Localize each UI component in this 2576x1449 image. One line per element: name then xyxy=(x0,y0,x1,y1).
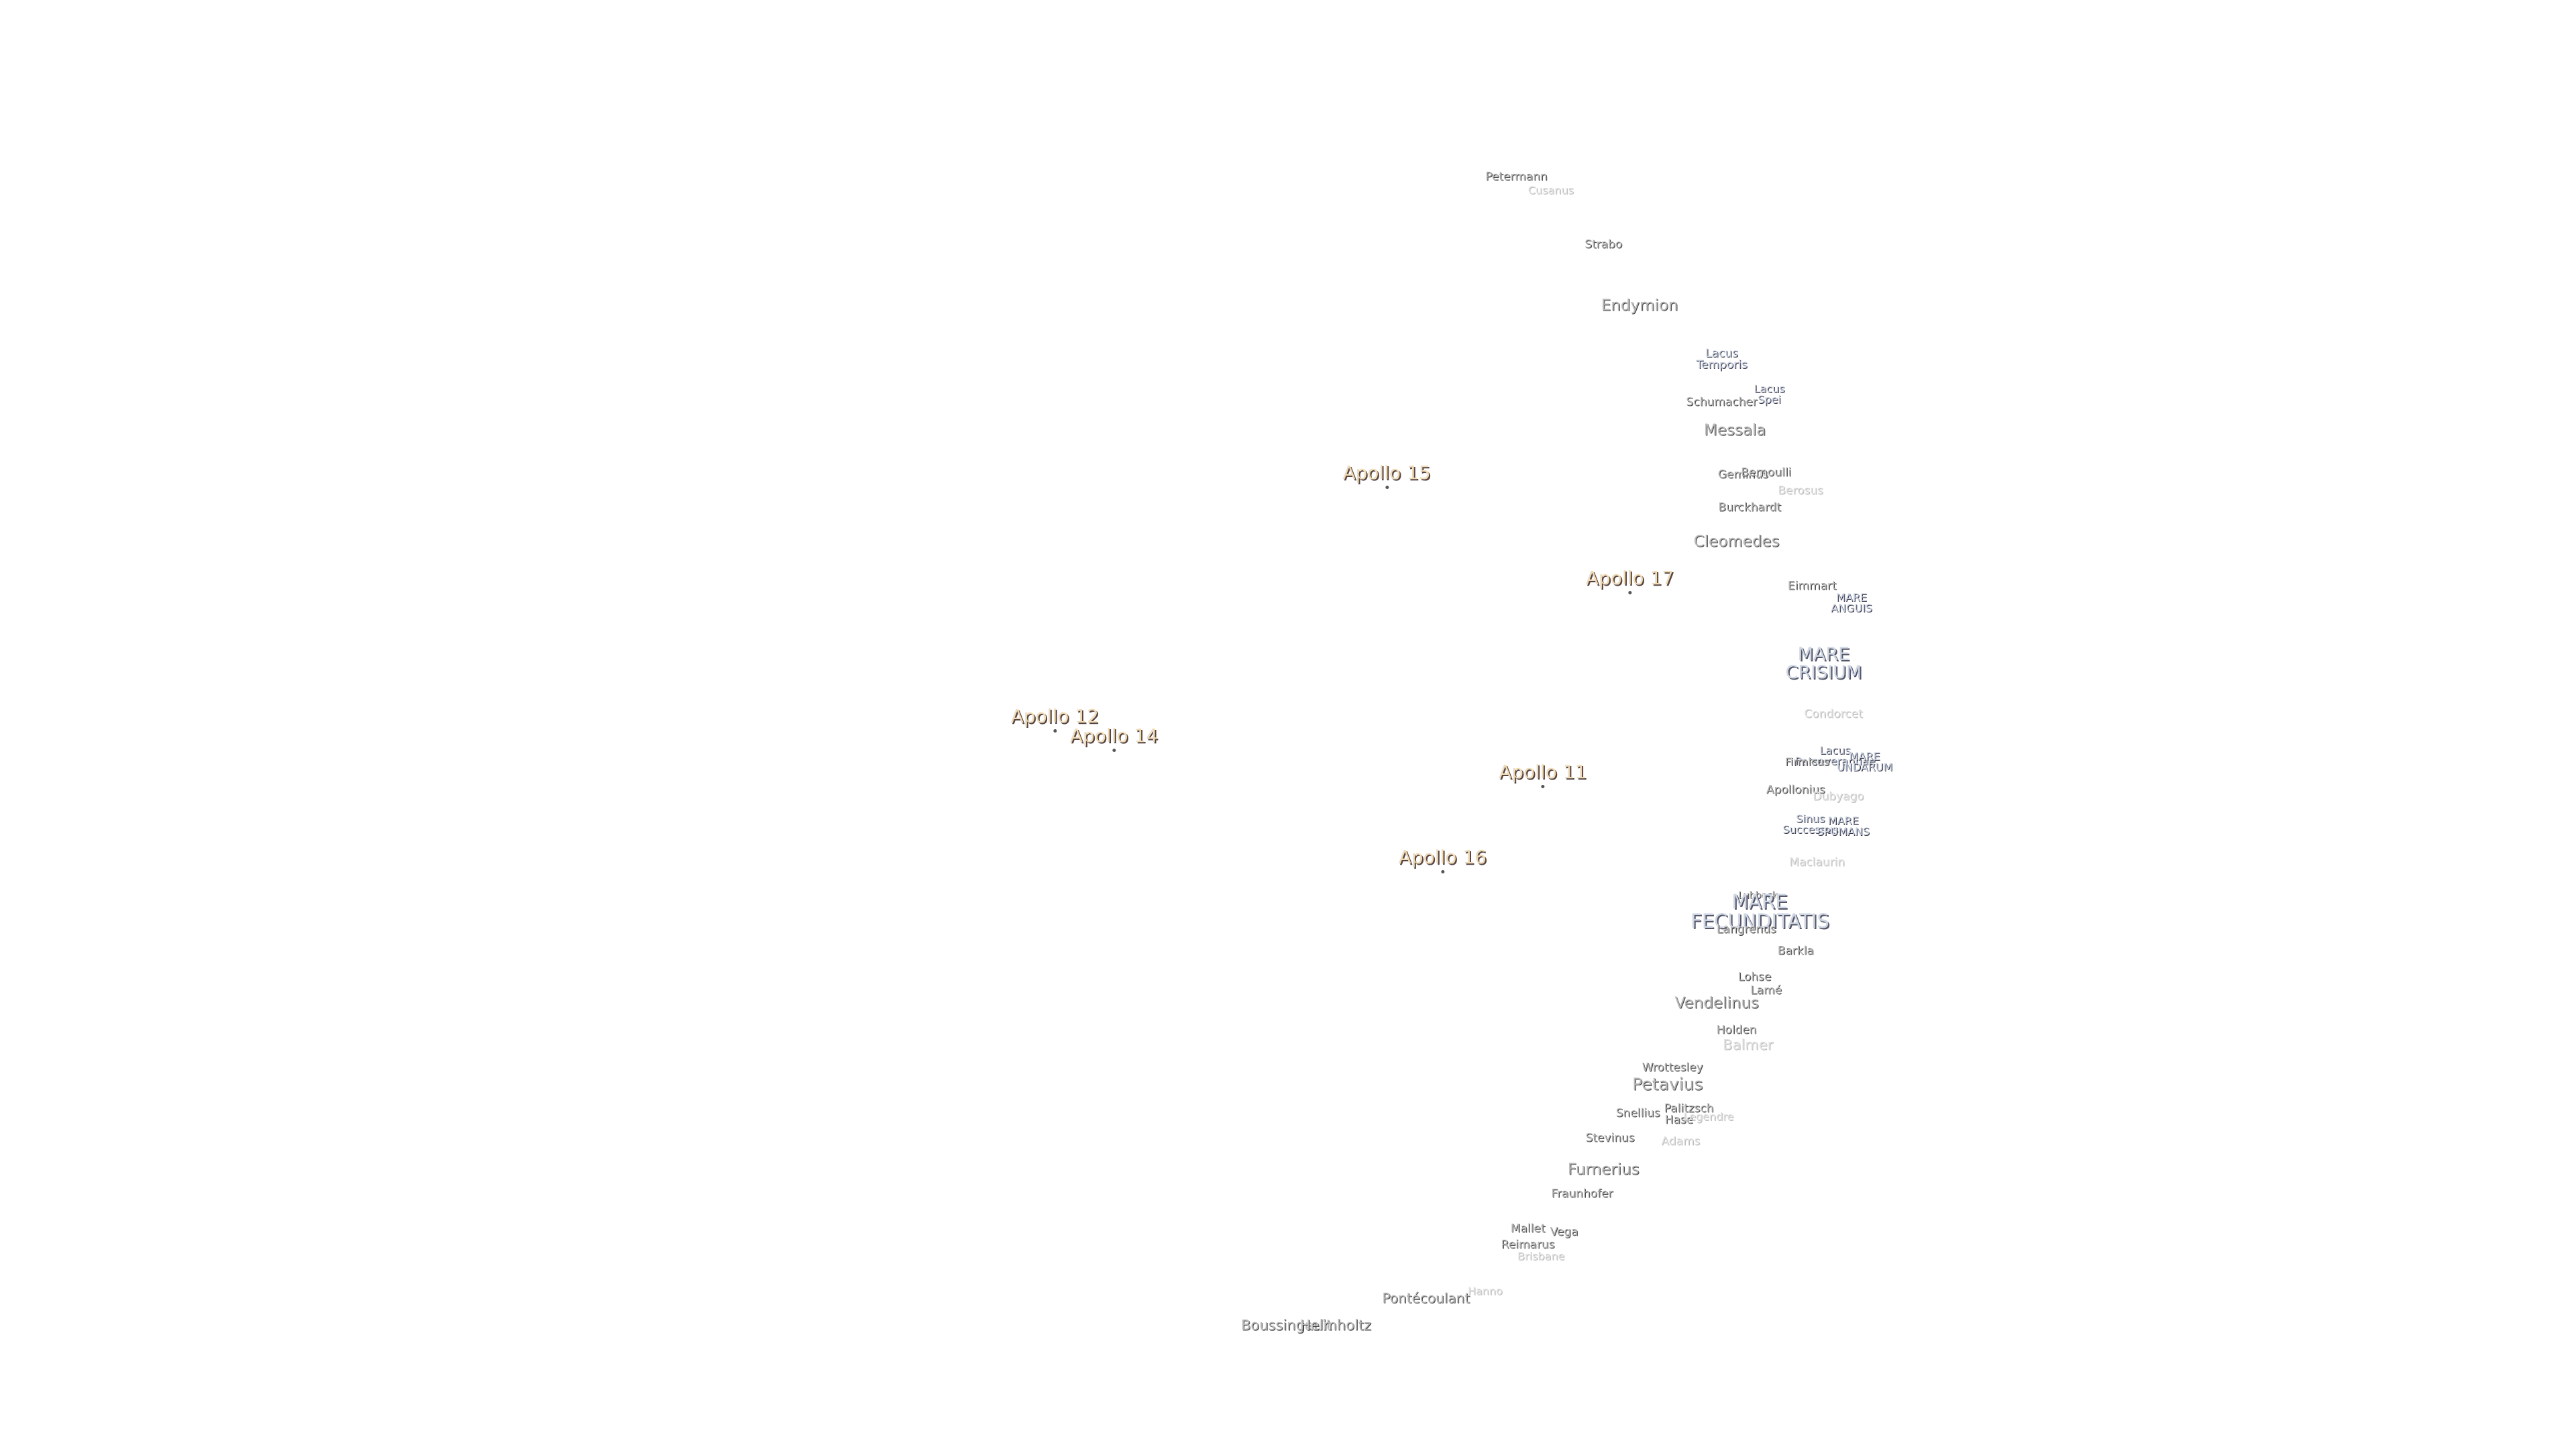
lake-label: MARE UNDARUM xyxy=(1836,750,1893,774)
landing-site xyxy=(1112,749,1116,753)
lake-label: Lacus Temporis xyxy=(1696,347,1748,372)
faint-label: Balmer xyxy=(1723,1036,1774,1053)
crater-label: Lubbock xyxy=(1738,890,1778,901)
crater-label: Petavius xyxy=(1632,1074,1703,1094)
crater-label: Endymion xyxy=(1601,297,1678,314)
crater-label: Boussingault xyxy=(1240,1317,1332,1334)
apollo-label: Apollo 14 xyxy=(1070,727,1158,753)
lake-label: Sinus Successus xyxy=(1782,812,1839,837)
crater-label: Cleomedes xyxy=(1693,533,1780,551)
faint-label: Hanno xyxy=(1467,1284,1503,1297)
landing-site xyxy=(1053,729,1057,733)
crater-label: Barkla xyxy=(1777,944,1814,958)
apollo-label: Apollo 17 xyxy=(1586,569,1674,595)
crater-label: Hase xyxy=(1664,1113,1694,1127)
crater-label: Apollonius xyxy=(1766,783,1825,797)
lake-label: Lacus Perseverantiae xyxy=(1794,743,1876,767)
crater-label: Helmholtz xyxy=(1299,1317,1372,1334)
crater-label: Stevinus xyxy=(1585,1131,1635,1145)
apollo-label: Apollo 12 xyxy=(1011,706,1099,733)
crater-label: Mallet xyxy=(1510,1222,1546,1236)
crater-label: Vega xyxy=(1550,1225,1578,1239)
crater-label: Lamé xyxy=(1750,983,1782,998)
crater-label: Bernoulli xyxy=(1741,466,1792,480)
crater-label: Fraunhofer xyxy=(1551,1187,1613,1201)
crater-label: Snellius xyxy=(1615,1106,1660,1120)
apollo-label: Apollo 11 xyxy=(1499,763,1587,789)
faint-label: Berosus xyxy=(1778,484,1823,498)
apollo-label: Apollo 15 xyxy=(1342,464,1431,490)
crater-label: Geminus xyxy=(1717,468,1769,482)
crater-label: Schumacher xyxy=(1686,395,1758,409)
faint-label: Adams xyxy=(1661,1134,1701,1148)
landing-site xyxy=(1385,486,1389,490)
crater-label: Furnerius xyxy=(1567,1161,1640,1179)
crater-label: Eimmart xyxy=(1787,579,1837,593)
crater-label: Vendelinus xyxy=(1674,994,1759,1012)
lake-label: Lacus Spei xyxy=(1754,382,1785,406)
faint-label: Cusanus xyxy=(1527,184,1574,197)
crater-label: Firmicus xyxy=(1784,755,1829,769)
lake-label: MARE SPUMANS xyxy=(1817,814,1870,838)
lake-label: MARE ANGUIS xyxy=(1831,590,1872,614)
crater-label: Langrenus xyxy=(1716,922,1776,936)
faint-label: Dubyago xyxy=(1813,790,1864,804)
crater-label: Burckhardt xyxy=(1718,500,1781,515)
faint-label: Maclaurin xyxy=(1789,855,1845,869)
mare-label: MARE CRISIUM xyxy=(1785,644,1862,684)
crater-label: Pontécoulant xyxy=(1382,1289,1470,1306)
crater-label: Strabo xyxy=(1585,237,1623,252)
crater-label: Messala xyxy=(1703,421,1766,439)
faint-label: Brisbane xyxy=(1517,1250,1565,1263)
landing-site xyxy=(1441,870,1445,874)
landing-site xyxy=(1628,591,1632,595)
crater-label: Reimarus xyxy=(1501,1238,1555,1252)
crater-label: Petermann xyxy=(1485,170,1548,184)
faint-label: Legendre xyxy=(1683,1110,1734,1124)
crater-label: Lohse xyxy=(1737,970,1772,984)
crater-label: Palitzsch xyxy=(1664,1102,1714,1116)
apollo-label: Apollo 16 xyxy=(1399,848,1487,874)
crater-label: Wrottesley xyxy=(1642,1061,1703,1075)
crater-label: Holden xyxy=(1716,1023,1757,1037)
faint-label: Condorcet xyxy=(1804,707,1863,721)
landing-site xyxy=(1541,785,1545,789)
mare-label: MARE FECUNDITATIS xyxy=(1690,890,1829,933)
